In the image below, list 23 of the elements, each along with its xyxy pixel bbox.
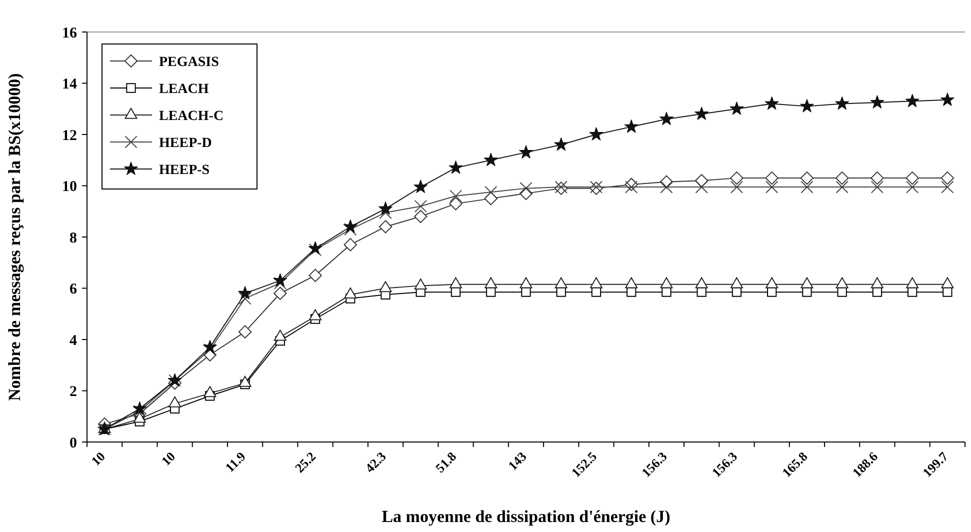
x-axis-title: La moyenne de dissipation d'énergie (J) [382,507,670,526]
x-tick-label: 10 [158,448,178,469]
legend-label: HEEP-S [159,162,210,178]
y-tick-label: 0 [70,435,77,452]
y-tick-label: 6 [70,282,78,298]
y-tick-label: 8 [70,230,77,246]
y-tick-label: 16 [62,25,78,42]
y-tick-label: 4 [70,332,78,349]
y-axis-title: Nombre de messages reçus par la BS(x10000) [5,73,24,401]
x-tick-label: 42.3 [362,448,390,476]
x-tick-label: 10 [88,448,108,469]
x-tick-label: 51.8 [432,448,460,476]
x-tick-label: 143 [504,448,530,474]
y-tick-label: 10 [62,179,77,195]
legend-label: LEACH [159,82,209,97]
legend-label: LEACH-C [159,108,224,124]
legend-label: HEEP-D [159,136,212,151]
legend-label: PEGASIS [159,54,220,70]
y-tick-label: 12 [62,128,77,144]
x-tick-label: 11.9 [222,448,249,475]
y-tick-label: 14 [62,76,78,92]
y-tick-label: 2 [70,384,77,400]
x-tick-label: 25.2 [292,448,319,476]
